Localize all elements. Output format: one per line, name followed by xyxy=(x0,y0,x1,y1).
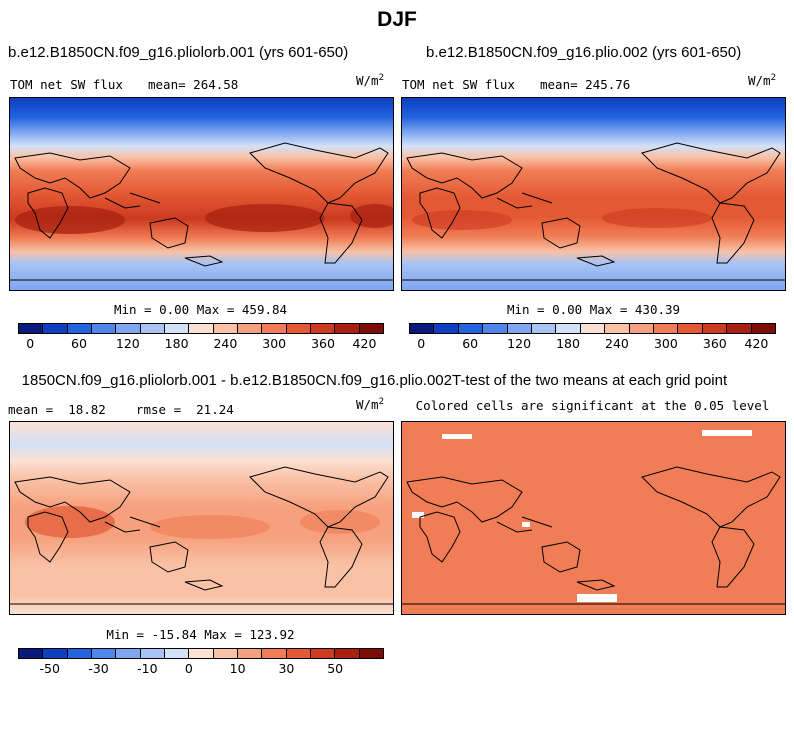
bottom-left-colorbar-tick-label: -10 xyxy=(137,661,158,676)
top-right-sw-flux-map xyxy=(401,97,786,291)
top-right-colorbar-swatch xyxy=(434,324,459,333)
bottom-left-colorbar-tick-label: 30 xyxy=(278,661,295,676)
top-left-colorbar-swatch xyxy=(91,324,117,333)
bottom-left-difference-map xyxy=(9,421,394,615)
bottom-right-panel-title: T-test of the two means at each grid poi… xyxy=(452,372,728,389)
top-left-colorbar-swatch xyxy=(262,324,287,333)
top-left-colorbar-swatch xyxy=(310,324,336,333)
top-left-colorbar-tick-label: 180 xyxy=(164,336,189,351)
top-right-units: W/m2 xyxy=(748,73,776,89)
top-right-colorbar-tick-label: 360 xyxy=(702,336,727,351)
top-right-colorbar-swatch xyxy=(654,324,679,333)
top-left-colorbar-swatch xyxy=(67,324,92,333)
top-right-colorbar-swatch xyxy=(458,324,484,333)
top-right-min-max: Min = 0.00 Max = 430.39 xyxy=(506,302,681,317)
bottom-left-colorbar-swatch xyxy=(262,649,287,658)
top-left-panel-title: b.e12.B1850CN.f09_g16.pliolorb.001 (yrs … xyxy=(8,44,349,61)
top-left-colorbar-swatch xyxy=(19,324,44,333)
top-left-colorbar-swatch xyxy=(189,324,214,333)
top-left-colorbar-tick-label: 0 xyxy=(26,336,35,351)
bottom-left-panel-title: 1850CN.f09_g16.pliolorb.001 - b.e12.B185… xyxy=(21,372,452,389)
top-right-colorbar-swatch xyxy=(556,324,581,333)
bottom-left-colorbar-swatch xyxy=(310,649,336,658)
bottom-left-mean-rmse: mean = 18.82 rmse = 21.24 xyxy=(8,402,234,417)
bottom-left-colorbar-swatch xyxy=(91,649,117,658)
bottom-left-colorbar-tick-label: 50 xyxy=(327,661,344,676)
top-right-colorbar-swatch xyxy=(702,324,728,333)
top-right-colorbar-swatch xyxy=(605,324,630,333)
top-right-colorbar-swatch xyxy=(410,324,435,333)
bottom-left-min-max: Min = -15.84 Max = 123.92 xyxy=(106,627,295,642)
top-right-colorbar-swatch xyxy=(751,324,776,333)
top-left-colorbar-tick-label: 420 xyxy=(352,336,377,351)
bottom-right-subtitle: Colored cells are significant at the 0.0… xyxy=(415,398,770,413)
page-title: DJF xyxy=(377,8,417,31)
top-right-colorbar-swatch xyxy=(629,324,655,333)
top-left-variable-label: TOM net SW flux xyxy=(10,77,123,92)
top-left-colorbar-swatch xyxy=(43,324,68,333)
top-right-colorbar-tick-label: 420 xyxy=(744,336,769,351)
top-left-mean-label: mean= xyxy=(148,77,186,92)
bottom-right-ttest-map xyxy=(401,421,786,615)
bottom-left-colorbar-swatch xyxy=(189,649,214,658)
bottom-left-colorbar-tick-label: 0 xyxy=(184,661,193,676)
top-left-colorbar-swatch xyxy=(140,324,165,333)
top-right-colorbar xyxy=(409,323,776,334)
top-right-colorbar-tick-label: 0 xyxy=(417,336,426,351)
top-left-colorbar-tick-label: 60 xyxy=(71,336,87,351)
bottom-left-colorbar-swatch xyxy=(237,649,263,658)
top-right-colorbar-tick-label: 300 xyxy=(653,336,678,351)
top-right-mean-label: mean= xyxy=(540,77,578,92)
top-right-colorbar-swatch xyxy=(532,324,557,333)
top-right-colorbar-swatch xyxy=(507,324,533,333)
top-left-min-max: Min = 0.00 Max = 459.84 xyxy=(113,302,288,317)
bottom-left-colorbar-swatch xyxy=(116,649,141,658)
bottom-left-colorbar-tick-label: 10 xyxy=(229,661,246,676)
top-left-colorbar-tick-label: 300 xyxy=(262,336,287,351)
top-right-colorbar-tick-label: 180 xyxy=(556,336,580,351)
top-left-colorbar xyxy=(18,323,384,334)
bottom-left-colorbar xyxy=(18,648,384,659)
top-left-colorbar-swatch xyxy=(116,324,141,333)
top-left-mean-value: 264.58 xyxy=(193,77,239,92)
top-left-units: W/m2 xyxy=(356,73,384,89)
bottom-left-colorbar-tick-label: -50 xyxy=(39,661,60,676)
top-left-colorbar-swatch xyxy=(237,324,263,333)
bottom-left-colorbar-swatch xyxy=(19,649,44,658)
bottom-left-colorbar-swatch xyxy=(67,649,92,658)
bottom-left-colorbar-swatch xyxy=(164,649,190,658)
bottom-left-colorbar-swatch xyxy=(43,649,68,658)
top-left-colorbar-tick-label: 360 xyxy=(311,336,335,351)
top-right-colorbar-swatch xyxy=(580,324,606,333)
top-right-colorbar-swatch xyxy=(678,324,703,333)
top-right-colorbar-swatch xyxy=(483,324,508,333)
top-left-colorbar-swatch xyxy=(359,324,383,333)
top-left-colorbar-tick-label: 120 xyxy=(115,336,140,351)
top-right-colorbar-tick-label: 240 xyxy=(605,336,629,351)
top-right-panel-title: b.e12.B1850CN.f09_g16.plio.002 (yrs 601-… xyxy=(426,44,742,61)
bottom-left-colorbar-swatch xyxy=(335,649,360,658)
bottom-left-colorbar-swatch xyxy=(286,649,311,658)
top-left-sw-flux-map xyxy=(9,97,394,291)
top-right-variable-label: TOM net SW flux xyxy=(402,77,515,92)
top-right-colorbar-tick-label: 120 xyxy=(507,336,532,351)
bottom-left-units: W/m2 xyxy=(356,397,384,413)
top-right-colorbar-tick-label: 60 xyxy=(462,336,479,351)
bottom-left-colorbar-swatch xyxy=(359,649,383,658)
top-left-colorbar-swatch xyxy=(335,324,360,333)
bottom-left-colorbar-tick-label: -30 xyxy=(88,661,109,676)
top-left-colorbar-swatch xyxy=(164,324,190,333)
bottom-left-colorbar-swatch xyxy=(213,649,238,658)
top-left-colorbar-swatch xyxy=(213,324,238,333)
top-right-mean-value: 245.76 xyxy=(585,77,631,92)
top-right-colorbar-swatch xyxy=(727,324,752,333)
top-left-colorbar-tick-label: 240 xyxy=(213,336,238,351)
bottom-left-colorbar-swatch xyxy=(140,649,165,658)
top-left-colorbar-swatch xyxy=(286,324,311,333)
